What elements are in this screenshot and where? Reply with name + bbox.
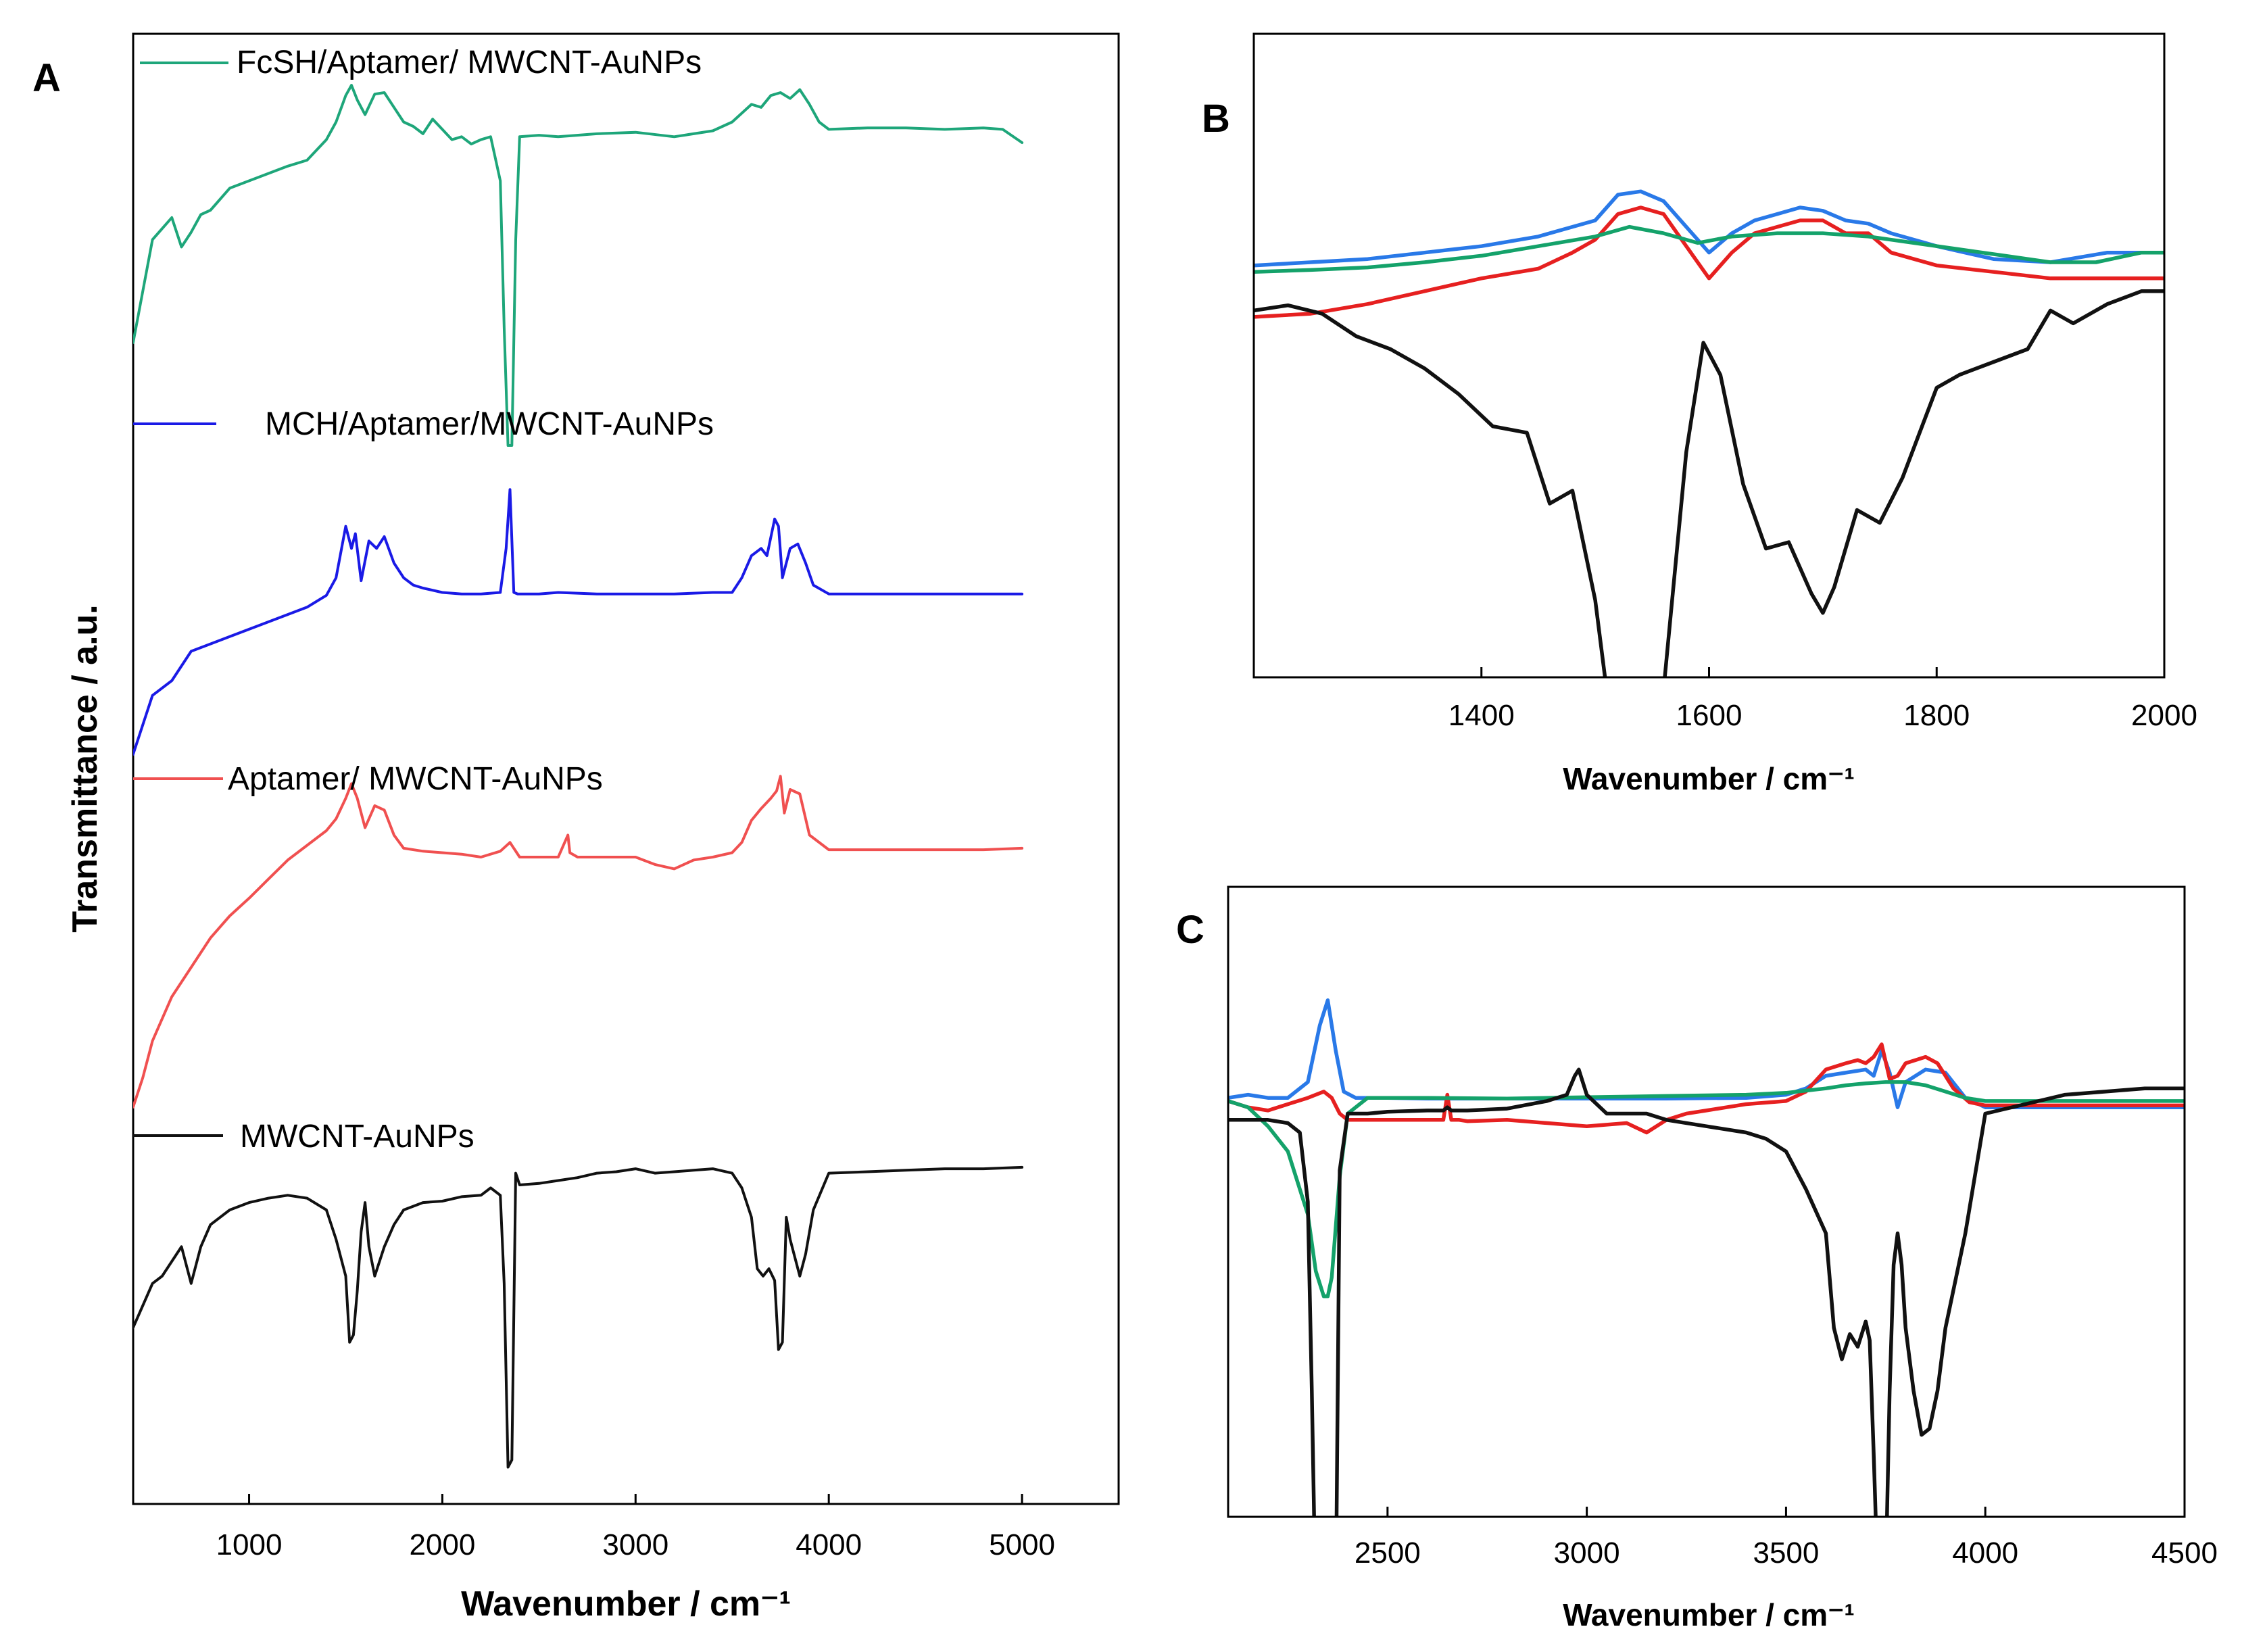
- panel-b-traces: [1254, 189, 2164, 677]
- panel-c-frame: [1227, 885, 2186, 1518]
- a-tick-label-5000: 5000: [989, 1528, 1055, 1561]
- a-series-mwcnt-line: [133, 1165, 1024, 1469]
- c-tick-label-4500: 4500: [2151, 1536, 2218, 1570]
- a-series-fcsh-line: [133, 84, 1024, 447]
- b-series-black-line: [1254, 289, 2164, 677]
- panel-a: 1000 2000 3000 4000 5000 Wavenumber / cm…: [66, 32, 1120, 1624]
- panel-label-a: A: [32, 56, 61, 100]
- a-tick-label-3000: 3000: [602, 1528, 668, 1561]
- b-tick-label-2000: 2000: [2131, 699, 2197, 732]
- b-tick-label-1800: 1800: [1903, 699, 1970, 732]
- a-x-axis-title: Wavenumber / cm⁻¹: [461, 1584, 791, 1624]
- panel-a-x-ticks: 1000 2000 3000 4000 5000: [216, 1494, 1055, 1561]
- legend-label-mwcnt: MWCNT-AuNPs: [240, 1119, 474, 1155]
- b-series-green-line: [1254, 224, 2164, 274]
- c-tick-label-3000: 3000: [1554, 1536, 1620, 1570]
- panel-a-frame: [132, 32, 1120, 1505]
- panel-b-x-ticks: 1400 1600 1800 2000: [1448, 667, 2197, 732]
- panel-c: 2500 3000 3500 4000 4500 Wavenumber / cm…: [1227, 885, 2218, 1632]
- a-tick-label-1000: 1000: [216, 1528, 283, 1561]
- c-tick-label-4000: 4000: [1952, 1536, 2018, 1570]
- panel-label-c: C: [1176, 908, 1204, 952]
- panel-c-traces: [1228, 998, 2185, 1517]
- legend-label-aptamer: Aptamer/ MWCNT-AuNPs: [228, 761, 603, 797]
- c-series-blue-line: [1228, 998, 2185, 1109]
- c-tick-label-2500: 2500: [1355, 1536, 1421, 1570]
- a-tick-label-4000: 4000: [796, 1528, 862, 1561]
- panel-c-x-ticks: 2500 3000 3500 4000 4500: [1355, 1507, 2218, 1570]
- a-series-aptamer-line: [133, 775, 1024, 1109]
- c-series-black-line: [1228, 1067, 2185, 1517]
- a-tick-label-2000: 2000: [409, 1528, 475, 1561]
- b-x-axis-title: Wavenumber / cm⁻¹: [1563, 761, 1855, 796]
- c-series-red-line: [1228, 1042, 2185, 1135]
- b-series-blue-line: [1254, 189, 2164, 268]
- panel-a-traces: [133, 84, 1024, 1469]
- b-tick-label-1600: 1600: [1676, 699, 1743, 732]
- panel-label-b: B: [1202, 97, 1230, 141]
- b-tick-label-1400: 1400: [1448, 699, 1515, 732]
- c-x-axis-title: Wavenumber / cm⁻¹: [1563, 1597, 1855, 1632]
- c-tick-label-3500: 3500: [1753, 1536, 1819, 1570]
- a-y-axis-title: Transmittance / a.u.: [66, 604, 105, 933]
- b-series-red-line: [1254, 205, 2164, 319]
- legend-label-mch: MCH/Aptamer/MWCNT-AuNPs: [265, 406, 714, 442]
- legend: FcSH/Aptamer/ MWCNT-AuNPs MCH/Aptamer/MW…: [133, 45, 714, 1155]
- panel-b: 1400 1600 1800 2000 Wavenumber / cm⁻¹: [1252, 32, 2197, 796]
- legend-label-fcsh: FcSH/Aptamer/ MWCNT-AuNPs: [237, 45, 702, 80]
- a-series-mch-line: [133, 488, 1024, 756]
